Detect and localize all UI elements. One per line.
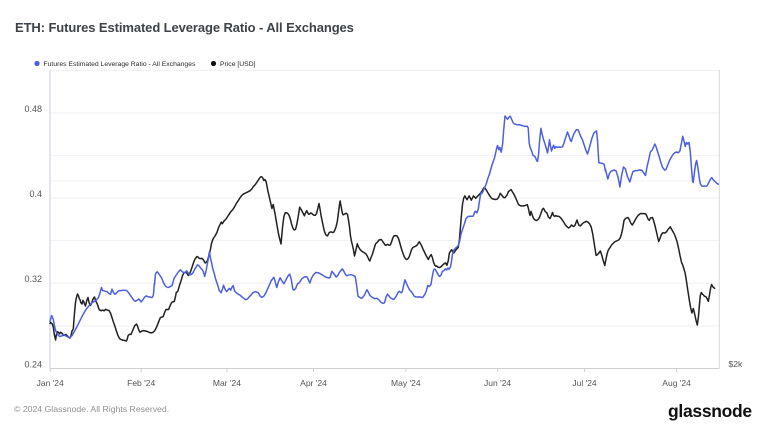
svg-text:0.48: 0.48 <box>24 104 42 114</box>
svg-text:Jun '24: Jun '24 <box>484 378 511 388</box>
svg-text:Jan '24: Jan '24 <box>37 378 64 388</box>
svg-text:Feb '24: Feb '24 <box>127 378 155 388</box>
svg-text:Mar '24: Mar '24 <box>213 378 241 388</box>
svg-text:0.32: 0.32 <box>24 274 42 284</box>
svg-text:0.4: 0.4 <box>29 189 42 199</box>
svg-text:Apr '24: Apr '24 <box>300 378 327 388</box>
svg-text:May '24: May '24 <box>391 378 421 388</box>
svg-text:Jul '24: Jul '24 <box>572 378 597 388</box>
svg-text:0.24: 0.24 <box>24 359 42 369</box>
svg-text:Aug '24: Aug '24 <box>662 378 691 388</box>
svg-text:$2k: $2k <box>729 359 743 369</box>
svg-text:Price [USD]: Price [USD] <box>220 61 256 68</box>
svg-text:Futures Estimated Leverage Rat: Futures Estimated Leverage Ratio - All E… <box>44 61 196 68</box>
